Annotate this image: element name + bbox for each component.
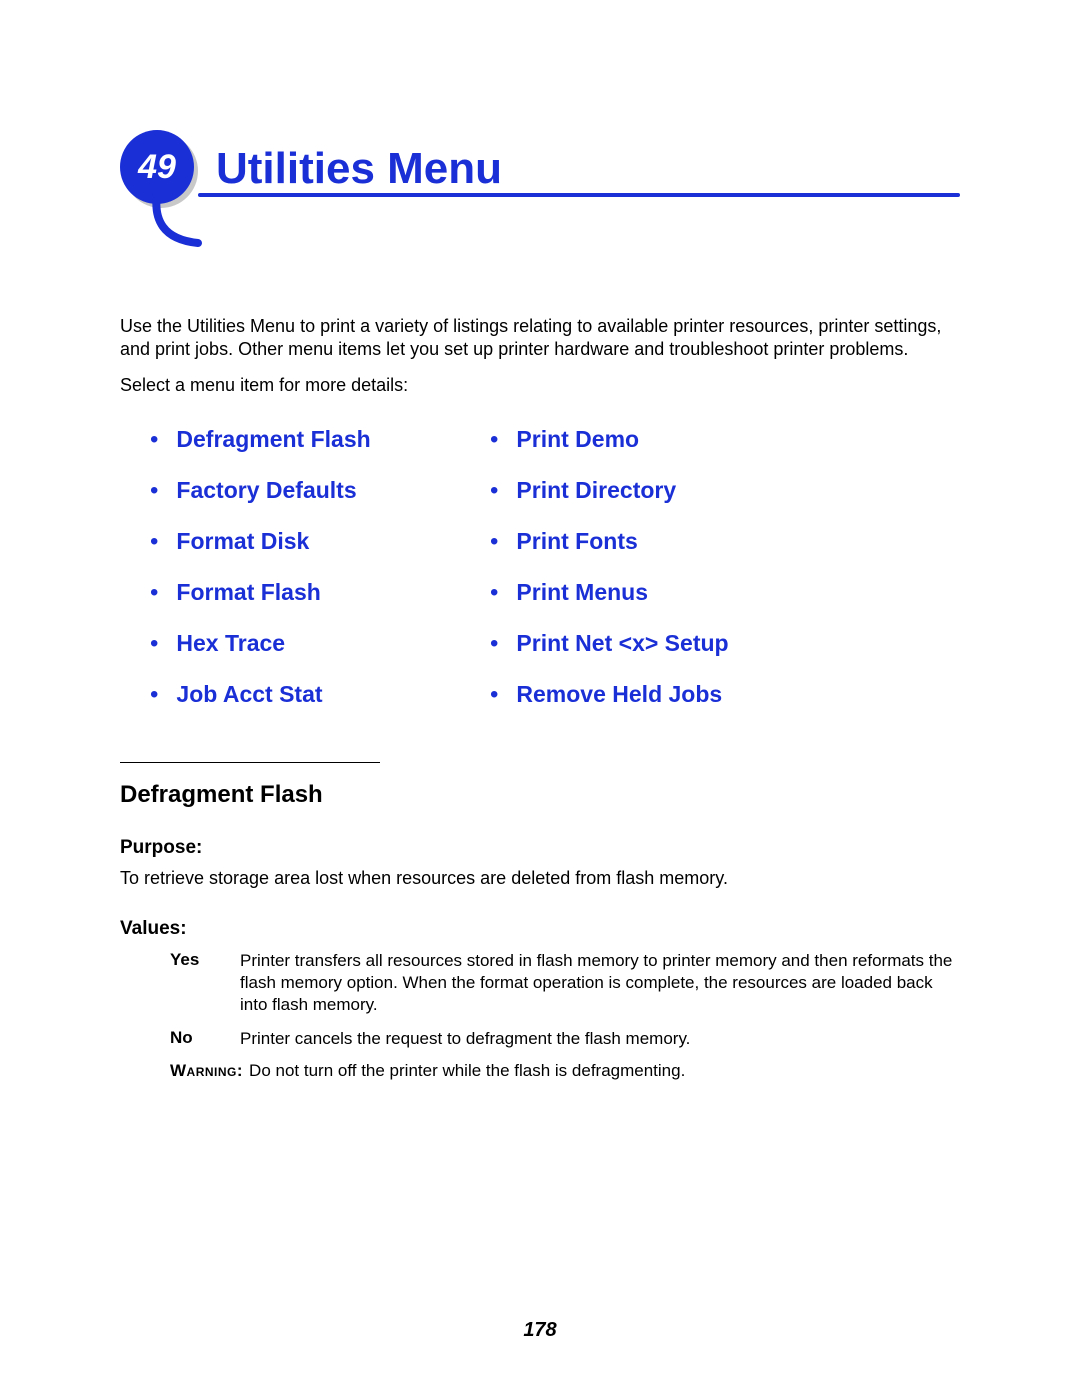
menu-label: Format Disk — [176, 528, 309, 555]
value-row-no: No Printer cancels the request to defrag… — [170, 1028, 960, 1050]
menu-label: Format Flash — [176, 579, 320, 606]
horizontal-rule — [120, 762, 380, 763]
menu-label: Print Menus — [516, 579, 648, 606]
section-title: Defragment Flash — [120, 781, 960, 809]
page-title: Utilities Menu — [216, 144, 502, 194]
menu-col-right: • Print Demo • Print Directory • Print Font… — [490, 426, 810, 732]
menu-label: Hex Trace — [176, 630, 285, 657]
menu-item-job-acct-stat[interactable]: • Job Acct Stat — [150, 681, 470, 708]
menu-item-format-disk[interactable]: • Format Disk — [150, 528, 470, 555]
value-key: Yes — [170, 950, 240, 1015]
bullet-icon: • — [150, 530, 158, 554]
purpose-label: Purpose: — [120, 837, 960, 859]
menu-label: Print Net <x> Setup — [516, 630, 728, 657]
chapter-header: 49 Utilities Menu — [120, 130, 960, 260]
menu-item-print-menus[interactable]: • Print Menus — [490, 579, 810, 606]
menu-item-print-demo[interactable]: • Print Demo — [490, 426, 810, 453]
menu-label: Factory Defaults — [176, 477, 356, 504]
bullet-icon: • — [150, 683, 158, 707]
value-desc: Printer cancels the request to defragmen… — [240, 1028, 690, 1050]
values-block: Yes Printer transfers all resources stor… — [170, 950, 960, 1081]
bullet-icon: • — [150, 479, 158, 503]
page-number: 178 — [0, 1319, 1080, 1342]
value-key: No — [170, 1028, 240, 1050]
bullet-icon: • — [490, 479, 498, 503]
bullet-icon: • — [150, 581, 158, 605]
warning-text: Do not turn off the printer while the fl… — [249, 1061, 685, 1081]
document-page: 49 Utilities Menu Use the Utilities Menu… — [0, 0, 1080, 1397]
bullet-icon: • — [150, 428, 158, 452]
menu-item-format-flash[interactable]: • Format Flash — [150, 579, 470, 606]
chapter-number: 49 — [138, 148, 176, 187]
warning-label: Warning: — [170, 1061, 243, 1081]
intro-paragraph: Use the Utilities Menu to print a variet… — [120, 315, 960, 361]
menu-item-remove-held-jobs[interactable]: • Remove Held Jobs — [490, 681, 810, 708]
bullet-icon: • — [150, 632, 158, 656]
warning-row: Warning: Do not turn off the printer whi… — [170, 1061, 960, 1081]
menu-label: Defragment Flash — [176, 426, 370, 453]
values-label: Values: — [120, 918, 960, 940]
menu-item-factory-defaults[interactable]: • Factory Defaults — [150, 477, 470, 504]
menu-label: Print Fonts — [516, 528, 637, 555]
menu-label: Job Acct Stat — [176, 681, 322, 708]
bullet-icon: • — [490, 683, 498, 707]
menu-item-defragment-flash[interactable]: • Defragment Flash — [150, 426, 470, 453]
value-row-yes: Yes Printer transfers all resources stor… — [170, 950, 960, 1015]
select-instruction: Select a menu item for more details: — [120, 375, 960, 396]
menu-item-print-net-setup[interactable]: • Print Net <x> Setup — [490, 630, 810, 657]
bullet-icon: • — [490, 632, 498, 656]
bullet-icon: • — [490, 581, 498, 605]
menu-links: • Defragment Flash • Factory Defaults • For… — [150, 426, 960, 732]
menu-label: Remove Held Jobs — [516, 681, 722, 708]
menu-item-print-directory[interactable]: • Print Directory — [490, 477, 810, 504]
bullet-icon: • — [490, 530, 498, 554]
menu-label: Print Demo — [516, 426, 639, 453]
menu-col-left: • Defragment Flash • Factory Defaults • For… — [150, 426, 470, 732]
menu-label: Print Directory — [516, 477, 676, 504]
menu-item-print-fonts[interactable]: • Print Fonts — [490, 528, 810, 555]
title-underline — [198, 193, 960, 197]
purpose-text: To retrieve storage area lost when resou… — [120, 867, 960, 890]
menu-item-hex-trace[interactable]: • Hex Trace — [150, 630, 470, 657]
bullet-icon: • — [490, 428, 498, 452]
value-desc: Printer transfers all resources stored i… — [240, 950, 960, 1015]
